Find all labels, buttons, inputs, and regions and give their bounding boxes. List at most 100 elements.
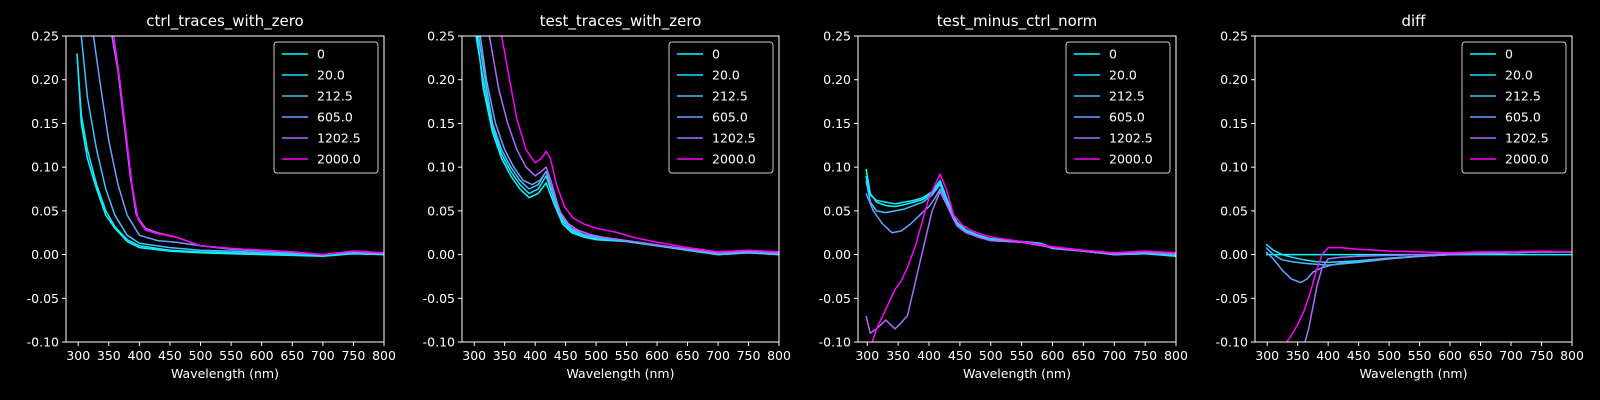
- x-tick-label: 700: [706, 348, 730, 363]
- x-tick-label: 350: [886, 348, 910, 363]
- legend-label: 212.5: [712, 89, 748, 104]
- series-line-4: [488, 36, 779, 254]
- series-line-5: [871, 173, 1176, 342]
- x-tick-label: 800: [767, 348, 791, 363]
- y-tick-label: 0.05: [1220, 203, 1248, 218]
- y-tick-label: 0.00: [31, 247, 59, 262]
- chart-panel-1: ctrl_traces_with_zero 300 350 400 450 500 550 6…: [27, 12, 396, 381]
- y-tick-label: 0.05: [427, 203, 455, 218]
- series-line-5: [1286, 246, 1572, 342]
- x-tick-label: 750: [1133, 348, 1157, 363]
- x-tick-label: 700: [1102, 348, 1126, 363]
- chart-panel-4: diff 300 350 400 450 500 550 600 650 700 750 800 -0.…: [1216, 12, 1584, 381]
- legend-label: 0: [1505, 47, 1513, 62]
- y-tick-label: 0.20: [1220, 72, 1248, 87]
- y-tick-label: -0.05: [1216, 291, 1248, 306]
- legend-label: 2000.0: [712, 152, 756, 167]
- y-tick-label: 0.10: [427, 160, 455, 175]
- x-tick-label: 500: [584, 348, 608, 363]
- x-tick-label: 800: [1560, 348, 1584, 363]
- y-tick-label: 0.00: [1220, 247, 1248, 262]
- legend-label: 1202.5: [317, 131, 361, 146]
- series-line-4: [865, 190, 1176, 335]
- plot-frame: [461, 35, 780, 343]
- x-tick-label: 400: [127, 348, 151, 363]
- x-tick-label: 700: [311, 348, 335, 363]
- x-tick-label: 750: [1530, 348, 1554, 363]
- legend-label: 20.0: [1505, 68, 1533, 83]
- x-tick-label: 450: [1347, 348, 1371, 363]
- series-line-3: [1265, 251, 1572, 284]
- x-tick-label: 600: [1041, 348, 1065, 363]
- x-axis-label: Wavelength (nm): [963, 366, 1071, 381]
- legend-label: 1202.5: [1505, 131, 1549, 146]
- x-tick-label: 600: [1438, 348, 1462, 363]
- legend-label: 20.0: [712, 68, 740, 83]
- y-tick-label: 0.20: [427, 72, 455, 87]
- y-tick-label: 0.15: [427, 116, 455, 131]
- y-tick-label: 0.15: [31, 116, 59, 131]
- legend: 0 20.0 212.5 605.0 1202.5 2000.0: [1065, 41, 1171, 174]
- legend-label: 605.0: [1505, 110, 1541, 125]
- x-tick-label: 450: [158, 348, 182, 363]
- series-group: [76, 36, 384, 258]
- x-tick-label: 600: [250, 348, 274, 363]
- legend-label: 605.0: [712, 110, 748, 125]
- series-group: [1265, 243, 1572, 342]
- legend-label: 1202.5: [712, 131, 756, 146]
- y-tick-label: -0.05: [819, 291, 851, 306]
- legend-label: 0: [712, 47, 720, 62]
- x-tick-label: 650: [676, 348, 700, 363]
- x-tick-label: 550: [1408, 348, 1432, 363]
- series-line-1: [1265, 243, 1572, 264]
- y-tick-label: 0.10: [823, 160, 851, 175]
- x-tick-label: 650: [1071, 348, 1095, 363]
- y-tick-label: -0.10: [27, 335, 59, 350]
- y-tick-label: 0.05: [823, 203, 851, 218]
- x-tick-label: 550: [1010, 348, 1034, 363]
- series-group: [475, 36, 779, 256]
- y-tick-label: 0.25: [1220, 29, 1248, 44]
- plot-frame: [1254, 35, 1573, 343]
- legend-label: 2000.0: [1505, 152, 1549, 167]
- x-tick-label: 400: [917, 348, 941, 363]
- x-tick-label: 650: [1469, 348, 1493, 363]
- chart-panel-2: test_traces_with_zero 300 350 400 450 500 550 6…: [423, 12, 791, 381]
- x-tick-label: 350: [97, 348, 121, 363]
- x-tick-label: 350: [493, 348, 517, 363]
- y-tick-label: 0.15: [1220, 116, 1248, 131]
- x-tick-label: 300: [66, 348, 90, 363]
- legend-label: 212.5: [317, 89, 353, 104]
- x-tick-label: 300: [855, 348, 879, 363]
- legend-label: 1202.5: [1109, 131, 1153, 146]
- x-tick-label: 800: [372, 348, 396, 363]
- y-tick-label: -0.10: [819, 335, 851, 350]
- legend: 0 20.0 212.5 605.0 1202.5 2000.0: [668, 41, 774, 174]
- x-tick-label: 350: [1286, 348, 1310, 363]
- legend: 0 20.0 212.5 605.0 1202.5 2000.0: [1461, 41, 1567, 174]
- x-tick-label: 300: [462, 348, 486, 363]
- series-line-1: [865, 175, 1176, 257]
- x-tick-label: 750: [341, 348, 365, 363]
- y-tick-label: 0.15: [823, 116, 851, 131]
- legend-label: 2000.0: [317, 152, 361, 167]
- x-tick-label: 700: [1499, 348, 1523, 363]
- y-tick-label: 0.25: [427, 29, 455, 44]
- plot-frame: [65, 35, 385, 343]
- x-tick-label: 400: [1316, 348, 1340, 363]
- y-tick-label: 0.10: [1220, 160, 1248, 175]
- x-tick-label: 500: [1377, 348, 1401, 363]
- legend-label: 212.5: [1109, 89, 1145, 104]
- y-tick-label: -0.05: [27, 291, 59, 306]
- series-line-3: [865, 188, 1176, 256]
- y-tick-label: 0.25: [31, 29, 59, 44]
- y-tick-label: 0.25: [823, 29, 851, 44]
- series-line-0: [76, 53, 384, 258]
- y-tick-label: 0.20: [31, 72, 59, 87]
- chart-title: test_traces_with_zero: [540, 12, 702, 31]
- series-line-2: [865, 180, 1176, 256]
- y-tick-label: -0.10: [423, 335, 455, 350]
- legend-label: 605.0: [1109, 110, 1145, 125]
- x-tick-label: 450: [554, 348, 578, 363]
